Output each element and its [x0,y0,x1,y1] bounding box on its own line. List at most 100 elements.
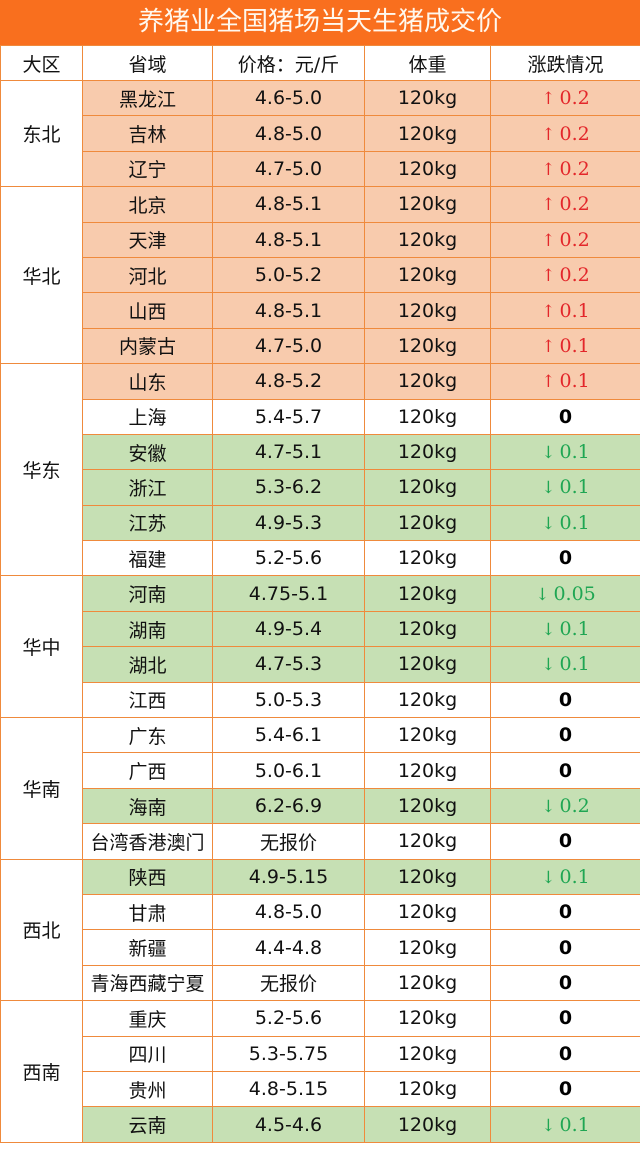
table-row: 华南 广东 5.4-6.1 120kg 0 [0,717,640,860]
table-row: 华东 山东 4.8-5.2 120kg ↑ 0.1 [0,363,640,577]
price-cell: 5.2-5.6 [212,1000,365,1037]
weight-cell: 120kg [364,1035,491,1072]
weight-cell: 120kg [364,964,491,1002]
change-cell: ↑ 0.2 [490,221,640,258]
change-value: 0.1 [559,618,590,641]
arrow-up-icon: ↑ [541,195,556,216]
province-cell: 山东 [82,363,213,400]
change-cell: ↓ 0.1 [490,469,640,506]
change-cell: ↓ 0.1 [490,646,640,683]
price-cell: 4.8-5.1 [212,186,365,223]
province-cell: 内蒙古 [82,327,213,365]
table-row: 上海 5.4-5.7 120kg 0 [1,398,640,435]
change-value: 0.1 [559,511,590,534]
price-cell: 无报价 [212,964,365,1002]
table-row: 海南 6.2-6.9 120kg ↓ 0.2 [1,787,640,825]
table-row: 江西 5.0-5.3 120kg 0 [1,681,640,719]
table-row: 湖南 4.9-5.4 120kg ↓ 0.1 [1,610,640,648]
price-cell: 5.2-5.6 [212,540,365,577]
change-cell: ↑ 0.1 [490,292,640,329]
change-value: 0 [558,1078,573,1101]
table-row: 安徽 4.7-5.1 120kg ↓ 0.1 [1,433,640,471]
table-row: 华北 北京 4.8-5.1 120kg ↑ 0.2 [0,186,640,365]
price-cell: 4.6-5.0 [212,79,365,117]
price-cell: 5.4-6.1 [212,717,365,754]
table-row: 四川 5.3-5.75 120kg 0 [1,1035,640,1072]
header-weight: 体重 [364,45,491,81]
province-cell: 湖南 [82,610,213,648]
price-cell: 4.7-5.1 [212,433,365,471]
table-row: 天津 4.8-5.1 120kg ↑ 0.2 [1,221,640,258]
page-title: 养猪业全国猪场当天生猪成交价 [0,0,640,45]
change-value: 0.2 [559,157,590,180]
province-cell: 辽宁 [82,150,213,188]
change-cell: 0 [490,398,640,435]
change-cell: ↓ 0.1 [490,610,640,648]
province-cell: 贵州 [82,1070,213,1108]
change-value: 0 [558,971,573,994]
header-region: 大区 [0,45,83,81]
province-cell: 黑龙江 [82,79,213,117]
weight-cell: 120kg [364,540,491,577]
table-body: 东北 黑龙江 4.6-5.0 120kg ↑ 0.2 吉林 4.8-5.0 120kg ↑ 0.2 辽… [0,79,640,1143]
province-cell: 湖北 [82,646,213,683]
weight-cell: 120kg [364,433,491,471]
province-cell: 青海西藏宁夏 [82,964,213,1002]
header-price: 价格：元/斤 [212,45,365,81]
weight-cell: 120kg [364,150,491,188]
change-value: 0 [558,936,573,959]
change-cell: ↑ 0.2 [490,79,640,117]
price-cell: 无报价 [212,823,365,860]
province-cell: 河南 [82,575,213,612]
region-cell: 华中 [0,575,83,719]
region-cell: 华南 [0,717,83,860]
weight-cell: 120kg [364,787,491,825]
table-row: 福建 5.2-5.6 120kg 0 [1,540,640,577]
province-cell: 广东 [82,717,213,754]
weight-cell: 120kg [364,79,491,117]
price-table: 大区 省域 价格：元/斤 体重 涨跌情况 东北 黑龙江 4.6-5.0 120kg ↑ 0… [0,45,640,1143]
weight-cell: 120kg [364,504,491,542]
table-row: 西北 陕西 4.9-5.15 120kg ↓ 0.1 [0,858,640,1002]
weight-cell: 120kg [364,186,491,223]
change-cell: ↓ 0.1 [490,1106,640,1143]
weight-cell: 120kg [364,469,491,506]
province-cell: 江西 [82,681,213,719]
change-cell: 0 [490,929,640,966]
price-cell: 6.2-6.9 [212,787,365,825]
province-cell: 陕西 [82,858,213,895]
change-cell: ↓ 0.05 [490,575,640,612]
price-cell: 4.7-5.0 [212,150,365,188]
price-cell: 5.4-5.7 [212,398,365,435]
change-value: 0.1 [559,441,590,464]
header-province: 省域 [82,45,213,81]
change-cell: ↓ 0.1 [490,433,640,471]
weight-cell: 120kg [364,327,491,365]
province-cell: 河北 [82,256,213,294]
arrow-down-icon: ↓ [541,867,556,888]
change-value: 0 [558,1042,573,1065]
weight-cell: 120kg [364,1106,491,1143]
change-value: 0.2 [559,193,590,216]
arrow-up-icon: ↑ [541,372,556,393]
weight-cell: 120kg [364,115,491,152]
price-cell: 4.8-5.1 [212,292,365,329]
weight-cell: 120kg [364,717,491,754]
price-cell: 5.0-6.1 [212,752,365,789]
table-row: 青海西藏宁夏 无报价 120kg 0 [1,964,640,1002]
table-row: 新疆 4.4-4.8 120kg 0 [1,929,640,966]
change-cell: ↑ 0.2 [490,115,640,152]
table-row: 辽宁 4.7-5.0 120kg ↑ 0.2 [1,150,640,188]
province-cell: 吉林 [82,115,213,152]
price-cell: 4.8-5.15 [212,1070,365,1108]
province-cell: 江苏 [82,504,213,542]
arrow-up-icon: ↑ [541,89,556,110]
change-value: 0.1 [559,476,590,499]
region-cell: 东北 [0,79,83,188]
change-cell: 0 [490,1070,640,1108]
table-row: 江苏 4.9-5.3 120kg ↓ 0.1 [1,504,640,542]
region-cell: 西南 [0,1000,83,1143]
province-cell: 新疆 [82,929,213,966]
province-cell: 天津 [82,221,213,258]
table-row: 广西 5.0-6.1 120kg 0 [1,752,640,789]
